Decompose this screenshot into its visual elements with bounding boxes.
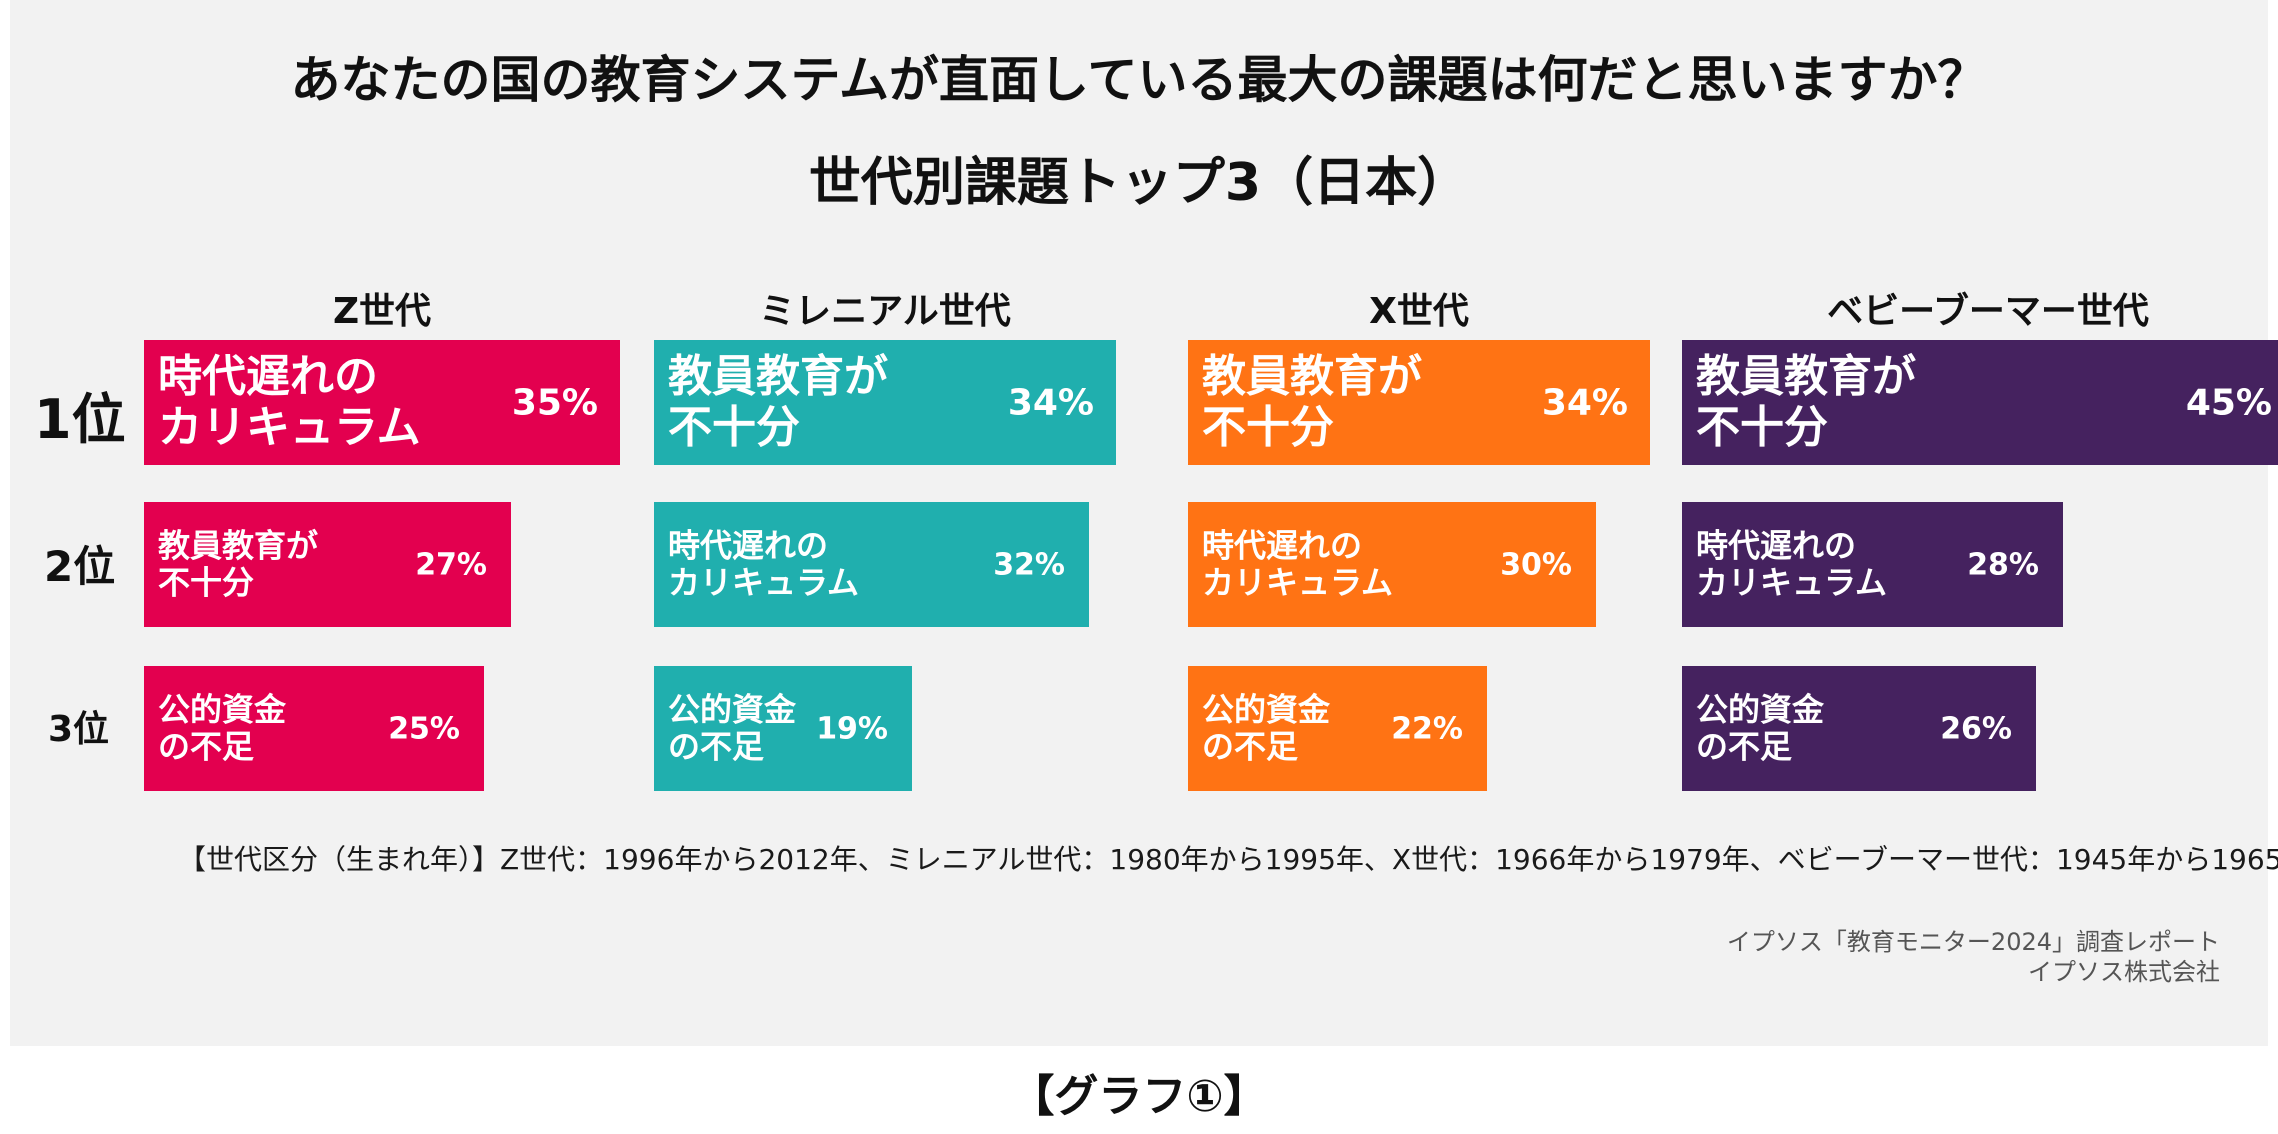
bar: 時代遅れの カリキュラム 30% <box>1188 502 1596 627</box>
bar-category-line: 不十分 <box>668 402 800 454</box>
bar-category-line: 教員教育が <box>1202 350 1422 402</box>
bar-category-label: 教員教育が 不十分 <box>668 351 888 455</box>
generation-definition-footnote: 【世代区分（生まれ年）】Z世代：1996年から2012年、ミレニアル世代：198… <box>178 843 2278 876</box>
generation-label: X世代 <box>1369 291 1469 332</box>
generation-label: Z世代 <box>332 291 432 332</box>
generation-label: ベビーブーマー世代 <box>1827 291 2149 332</box>
bar-category-line: カリキュラム <box>1202 563 1394 602</box>
bar-category-line: 不十分 <box>158 563 255 602</box>
bar-category-line: 公的資金 <box>158 689 287 728</box>
bar-value-label: 34% <box>1541 382 1628 423</box>
bar-value-label: 35% <box>511 382 598 423</box>
bar-category-line: 時代遅れの <box>1696 525 1857 564</box>
bar-value-label: 34% <box>1007 382 1094 423</box>
bar-category-label: 公的資金 の不足 <box>1696 689 1825 767</box>
source-report: イプソス「教育モニター2024」調査レポート <box>1726 928 2220 956</box>
bar-category-label: 教員教育が 不十分 <box>1202 351 1422 455</box>
bar: 教員教育が 不十分 45% <box>1682 340 2278 465</box>
bar-value-label: 26% <box>1940 711 2012 746</box>
bar-value-label: 45% <box>2185 382 2272 423</box>
bar-category-label: 時代遅れの カリキュラム <box>668 525 860 603</box>
bar-category-line: 不十分 <box>1202 402 1334 454</box>
bar-category-line: 公的資金 <box>1202 689 1331 728</box>
bar-category-label: 公的資金 の不足 <box>668 689 797 767</box>
bar: 教員教育が 不十分 27% <box>144 502 511 627</box>
bar-value-label: 27% <box>415 547 487 582</box>
bar-category-label: 時代遅れの カリキュラム <box>1202 525 1394 603</box>
bar-category-label: 公的資金 の不足 <box>158 689 287 767</box>
bar: 公的資金 の不足 25% <box>144 666 484 791</box>
bar-category-label: 時代遅れの カリキュラム <box>158 351 421 455</box>
bar-category-line: 時代遅れの <box>158 350 378 402</box>
bar-category-label: 時代遅れの カリキュラム <box>1696 525 1888 603</box>
bar-category-line: 教員教育が <box>668 350 888 402</box>
bar: 公的資金 の不足 22% <box>1188 666 1487 791</box>
bar-value-label: 25% <box>388 711 460 746</box>
rank-label-3: 3位 <box>48 709 110 750</box>
bar-category-line: 教員教育が <box>1696 350 1916 402</box>
bar-category-line: の不足 <box>1202 727 1299 766</box>
bar-value-label: 30% <box>1500 547 1572 582</box>
bar-category-line: の不足 <box>668 727 765 766</box>
generation-label: ミレニアル世代 <box>759 291 1011 332</box>
bar: 教員教育が 不十分 34% <box>654 340 1116 465</box>
bar-category-label: 教員教育が 不十分 <box>1696 351 1916 455</box>
bar-category-line: 時代遅れの <box>1202 525 1363 564</box>
bar-value-label: 32% <box>993 547 1065 582</box>
bar: 公的資金 の不足 19% <box>654 666 912 791</box>
rank-label-2: 2位 <box>44 542 116 591</box>
rank-label-1: 1位 <box>34 388 126 451</box>
bar: 公的資金 の不足 26% <box>1682 666 2036 791</box>
source-company: イプソス株式会社 <box>2028 958 2220 986</box>
bar-category-line: 公的資金 <box>1696 689 1825 728</box>
bar-value-label: 19% <box>816 711 888 746</box>
chart-subtitle: 世代別課題トップ3（日本） <box>808 153 1470 213</box>
bar: 時代遅れの カリキュラム 35% <box>144 340 620 465</box>
bar-category-line: の不足 <box>1696 727 1793 766</box>
bar: 時代遅れの カリキュラム 32% <box>654 502 1089 627</box>
graph-caption: 【グラフ①】 <box>1010 1071 1268 1122</box>
bar-value-label: 22% <box>1391 711 1463 746</box>
bar-category-line: 公的資金 <box>668 689 797 728</box>
bar-category-label: 教員教育が 不十分 <box>158 525 319 603</box>
chart-question-title: あなたの国の教育システムが直面している最大の課題は何だと思いますか？ <box>290 51 1988 109</box>
bar-category-line: 教員教育が <box>158 525 319 564</box>
bar-category-line: の不足 <box>158 727 255 766</box>
bar-category-line: カリキュラム <box>1696 563 1888 602</box>
bar-value-label: 28% <box>1967 547 2039 582</box>
bar-category-label: 公的資金 の不足 <box>1202 689 1331 767</box>
bar-category-line: カリキュラム <box>668 563 860 602</box>
bar-category-line: 時代遅れの <box>668 525 829 564</box>
bar: 時代遅れの カリキュラム 28% <box>1682 502 2063 627</box>
bar: 教員教育が 不十分 34% <box>1188 340 1650 465</box>
bar-category-line: カリキュラム <box>158 402 421 454</box>
bar-category-line: 不十分 <box>1696 402 1828 454</box>
